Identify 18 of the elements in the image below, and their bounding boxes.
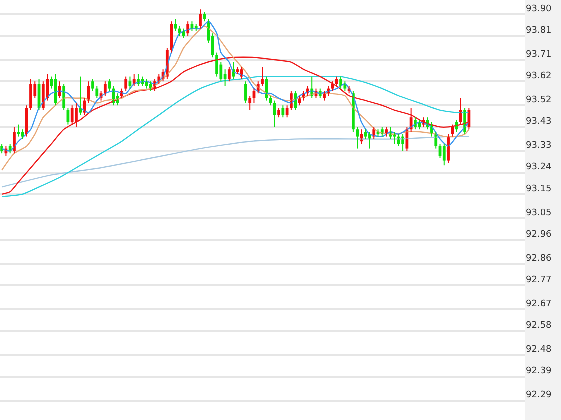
y-tick-label: 92.77	[526, 275, 552, 286]
y-tick-label: 92.86	[526, 254, 552, 264]
y-tick-label: 92.39	[526, 366, 552, 377]
y-tick-label: 92.48	[526, 345, 552, 356]
y-tick-label: 92.58	[526, 321, 552, 332]
y-tick-label: 92.67	[526, 299, 552, 310]
y-tick-label: 93.52	[526, 95, 552, 106]
y-tick-label: 93.90	[526, 4, 552, 14]
y-tick-label: 93.24	[526, 162, 552, 173]
y-tick-label: 93.81	[526, 26, 552, 36]
y-tick-label: 93.33	[526, 141, 552, 152]
y-tick-label: 93.62	[526, 71, 552, 82]
y-tick-label: 92.29	[526, 390, 552, 401]
y-tick-label: 92.96	[526, 230, 552, 240]
y-tick-label: 93.71	[526, 50, 552, 60]
y-tick-label: 93.15	[526, 184, 552, 194]
y-tick-label: 93.05	[526, 208, 552, 218]
y-tick-label: 93.43	[526, 117, 552, 128]
